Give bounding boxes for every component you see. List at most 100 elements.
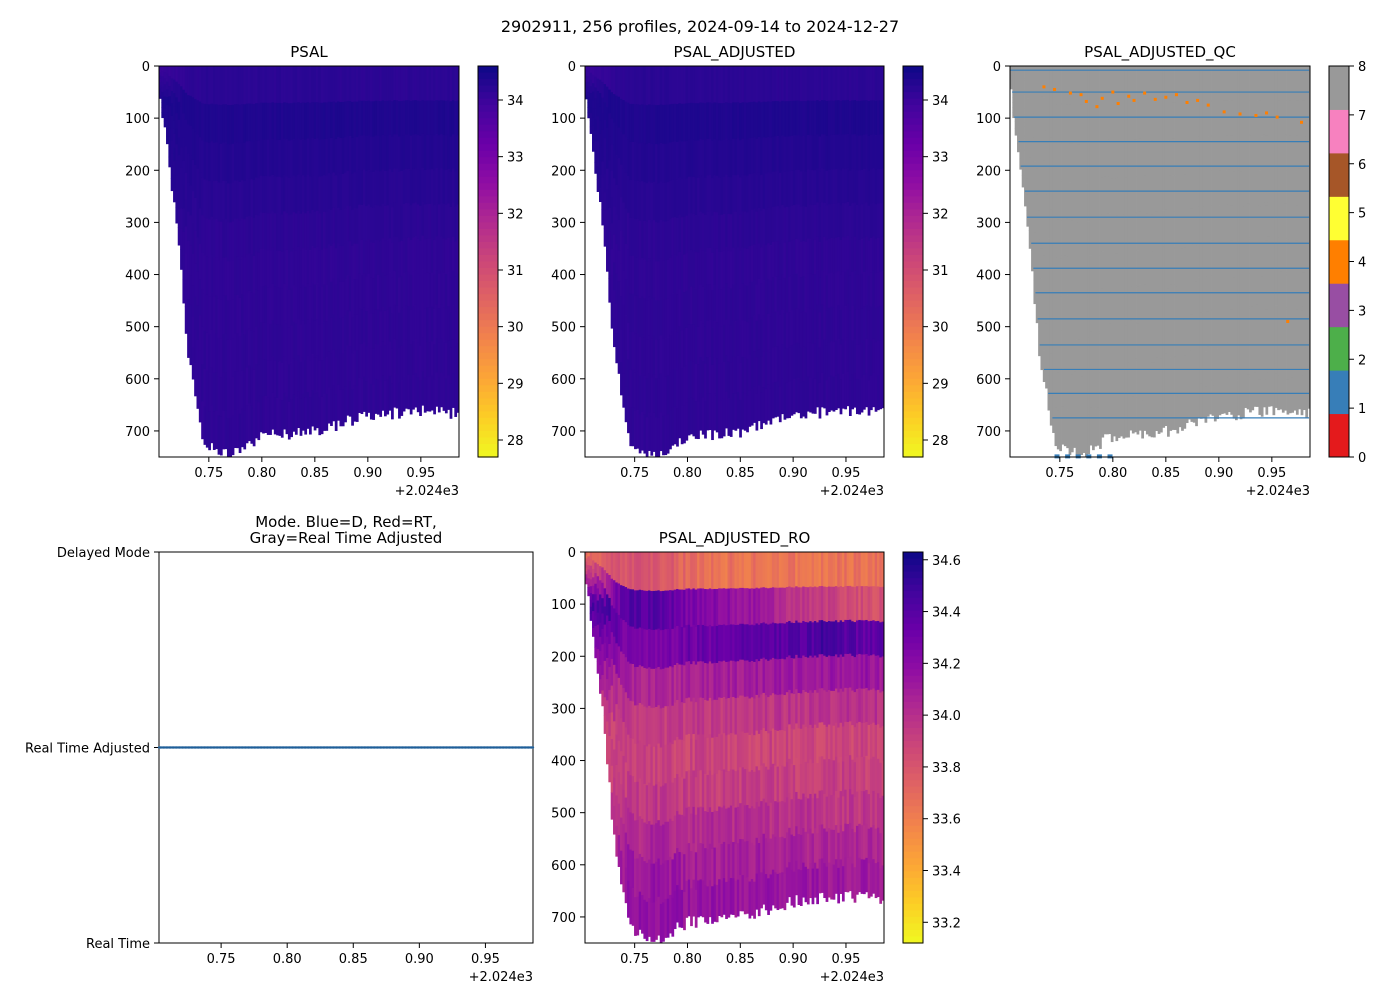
heatmap-cell bbox=[673, 890, 677, 930]
heatmap-cell bbox=[858, 170, 862, 206]
heatmap-cell bbox=[622, 552, 626, 587]
heatmap-cell bbox=[1258, 205, 1262, 241]
colorbar-band bbox=[478, 385, 498, 393]
heatmap-cell bbox=[713, 884, 717, 922]
heatmap-cell bbox=[715, 625, 719, 664]
heatmap-cell bbox=[620, 329, 623, 363]
colorbar-band bbox=[478, 352, 498, 360]
heatmap-cell bbox=[867, 170, 871, 207]
heatmap-cell bbox=[638, 259, 642, 299]
heatmap-cell bbox=[191, 253, 195, 286]
heatmap-cell bbox=[732, 66, 735, 103]
heatmap-cell bbox=[1035, 297, 1039, 324]
heatmap-cell bbox=[1256, 236, 1259, 271]
heatmap-cell bbox=[650, 746, 654, 787]
heatmap-cell bbox=[629, 141, 633, 181]
heatmap-cell bbox=[713, 175, 717, 213]
heatmap-cell bbox=[1307, 237, 1311, 272]
heatmap-cell bbox=[706, 138, 710, 176]
heatmap-cell bbox=[1218, 100, 1222, 137]
heatmap-cell bbox=[851, 203, 855, 238]
heatmap-cell bbox=[629, 255, 633, 295]
heatmap-cell bbox=[599, 679, 602, 694]
heatmap-cell bbox=[231, 66, 235, 106]
heatmap-cell bbox=[348, 171, 352, 207]
heatmap-cell bbox=[678, 251, 682, 290]
heatmap-cell bbox=[711, 364, 714, 403]
heatmap-cell bbox=[671, 369, 675, 408]
heatmap-cell bbox=[1045, 323, 1048, 357]
heatmap-cell bbox=[643, 552, 647, 592]
heatmap-cell bbox=[1256, 338, 1259, 373]
heatmap-cell bbox=[697, 252, 700, 290]
heatmap-cell bbox=[690, 139, 693, 177]
heatmap-cell bbox=[704, 700, 707, 738]
heatmap-cell bbox=[243, 219, 247, 258]
colorbar-band bbox=[478, 228, 498, 237]
heatmap-cell bbox=[846, 371, 850, 407]
heatmap-cell bbox=[320, 66, 324, 104]
heatmap-cell bbox=[1131, 139, 1135, 177]
heatmap-cell bbox=[341, 209, 345, 247]
heatmap-cell bbox=[657, 705, 661, 744]
heatmap-cell bbox=[191, 128, 195, 161]
heatmap-cell bbox=[650, 260, 654, 300]
heatmap-cell bbox=[1298, 134, 1302, 170]
heatmap-cell bbox=[834, 100, 838, 136]
heatmap-cell bbox=[168, 86, 172, 97]
panel-title: PSAL_ADJUSTED_QC bbox=[1084, 43, 1236, 62]
heatmap-cell bbox=[217, 260, 221, 300]
heatmap-cell bbox=[757, 385, 761, 422]
heatmap-cell bbox=[1157, 360, 1161, 398]
heatmap-cell bbox=[610, 223, 614, 250]
heatmap-cell bbox=[589, 99, 593, 107]
heatmap-cell bbox=[1049, 245, 1053, 282]
heatmap-cell bbox=[1120, 66, 1123, 104]
heatmap-cell bbox=[846, 133, 850, 169]
heatmap-cell bbox=[1148, 66, 1152, 104]
heatmap-cell bbox=[435, 304, 439, 339]
heatmap-cell bbox=[1174, 393, 1177, 430]
heatmap-cell bbox=[594, 162, 598, 174]
heatmap-cell bbox=[309, 66, 312, 104]
heatmap-cell bbox=[869, 375, 873, 411]
heatmap-cell bbox=[1202, 206, 1205, 243]
heatmap-cell bbox=[1061, 368, 1065, 407]
heatmap-cell bbox=[589, 113, 593, 121]
heatmap-cell bbox=[608, 643, 612, 668]
heatmap-cell bbox=[264, 66, 268, 104]
heatmap-cell bbox=[271, 174, 275, 212]
heatmap-cell bbox=[713, 138, 717, 176]
heatmap-cell bbox=[736, 102, 740, 139]
heatmap-cell bbox=[412, 340, 415, 376]
heatmap-cell bbox=[848, 170, 852, 207]
heatmap-cell bbox=[865, 66, 869, 101]
heatmap-cell bbox=[234, 142, 237, 181]
heatmap-cell bbox=[405, 202, 408, 238]
heatmap-cell bbox=[365, 346, 368, 382]
heatmap-cell bbox=[276, 287, 279, 325]
heatmap-cell bbox=[818, 206, 822, 243]
heatmap-cell bbox=[706, 284, 710, 322]
heatmap-cell bbox=[168, 156, 172, 168]
heatmap-cell bbox=[1110, 178, 1114, 217]
heatmap-cell bbox=[313, 320, 317, 358]
heatmap-cell bbox=[683, 778, 686, 817]
heatmap-cell bbox=[1190, 137, 1194, 174]
heatmap-cell bbox=[823, 237, 827, 272]
heatmap-cell bbox=[673, 254, 677, 294]
heatmap-cell bbox=[1249, 204, 1252, 240]
heatmap-cell bbox=[414, 372, 418, 408]
heatmap-cell bbox=[858, 240, 862, 276]
heatmap-cell bbox=[177, 83, 181, 103]
heatmap-cell bbox=[1012, 107, 1016, 113]
heatmap-cell bbox=[601, 552, 605, 568]
heatmap-cell bbox=[194, 263, 197, 298]
heatmap-cell bbox=[704, 848, 707, 886]
heatmap-cell bbox=[715, 139, 719, 177]
heatmap-cell bbox=[603, 120, 607, 139]
heatmap-cell bbox=[701, 139, 705, 177]
heatmap-cell bbox=[713, 552, 717, 590]
heatmap-cell bbox=[631, 141, 635, 181]
heatmap-cell bbox=[372, 207, 376, 244]
